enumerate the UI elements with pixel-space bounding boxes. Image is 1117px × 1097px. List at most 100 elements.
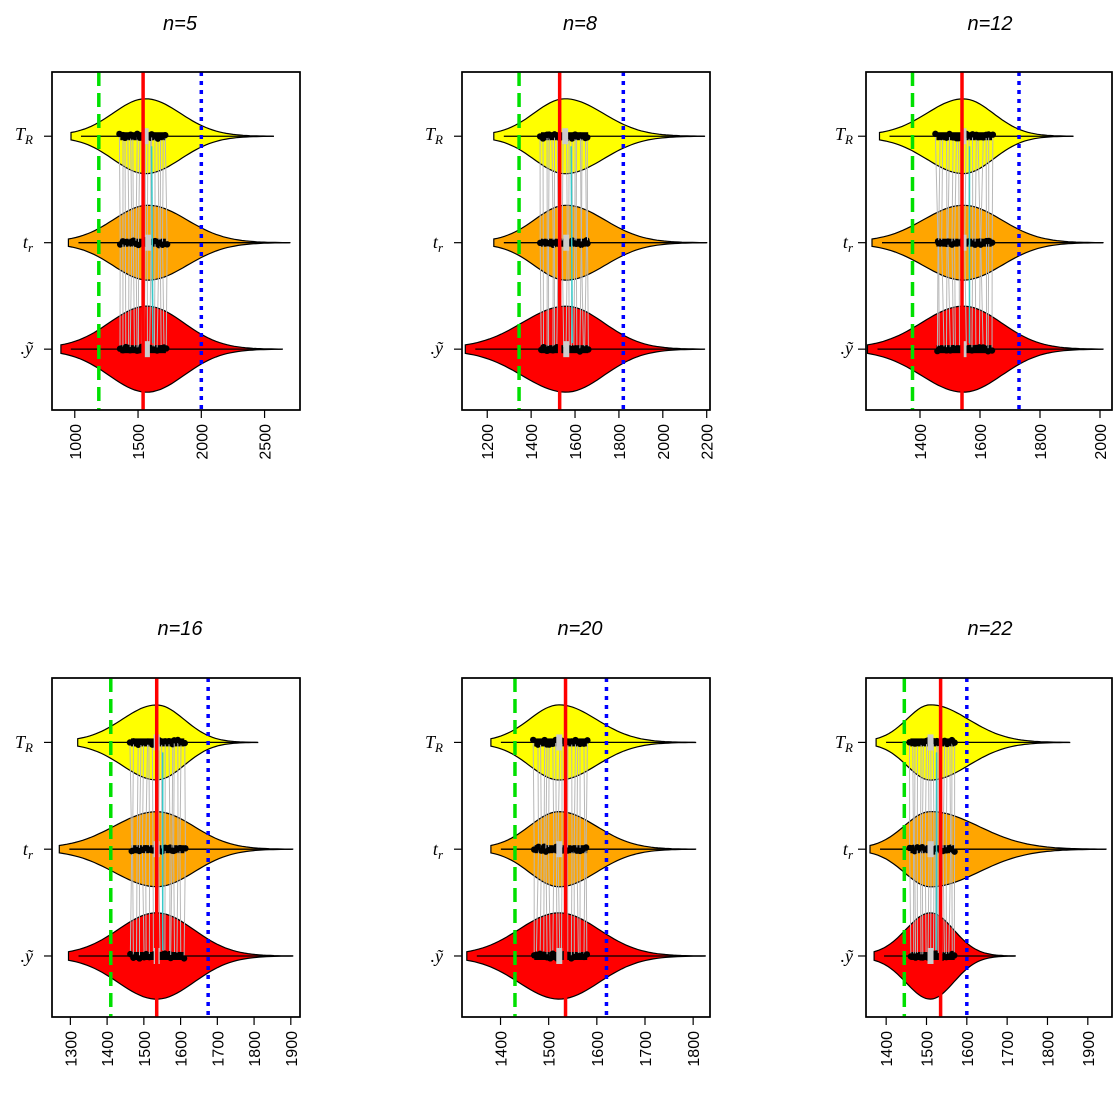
- data-point: [529, 736, 537, 744]
- data-point: [989, 131, 997, 138]
- x-tick-label: 1900: [1081, 1031, 1098, 1067]
- x-tick-label: 2200: [700, 424, 717, 460]
- y-tick-label-tr-lower: tr: [433, 232, 444, 255]
- data-point: [161, 950, 169, 957]
- median-marker: [556, 841, 563, 858]
- median-marker: [562, 128, 569, 145]
- x-tick-label: 1500: [919, 1031, 936, 1067]
- y-tick-label-ytilde: .ỹ: [841, 946, 855, 966]
- plot-border: [51, 71, 301, 411]
- data-point: [974, 134, 982, 141]
- panel-n22: n=22 TR tr .ỹ 1400 1500 1600 1700 1800 1900: [835, 618, 1113, 1067]
- median-marker: [556, 734, 563, 751]
- data-point: [955, 135, 962, 142]
- median-marker: [563, 341, 570, 358]
- y-tick-label-tr: TR: [835, 732, 853, 755]
- data-point: [163, 241, 171, 248]
- data-point: [971, 241, 979, 248]
- panel-title: n=8: [563, 13, 597, 35]
- x-tick-label: 2000: [194, 424, 211, 460]
- x-tick-label: 1300: [63, 1031, 80, 1067]
- data-point: [576, 847, 584, 855]
- x-tick-label: 1800: [1040, 1031, 1057, 1067]
- data-point: [584, 240, 591, 247]
- data-point: [162, 131, 169, 139]
- data-point: [936, 345, 943, 353]
- median-marker: [142, 128, 149, 145]
- panel-title: n=5: [163, 13, 198, 35]
- panel-n5: n=5 TR tr .ỹ 1000 1500 2000 2500: [15, 13, 301, 460]
- y-tick-label-tr: TR: [835, 124, 853, 147]
- y-tick-label-ytilde: .ỹ: [21, 338, 35, 358]
- plot-border: [461, 677, 711, 1018]
- median-trace: [570, 146, 573, 344]
- data-point: [582, 844, 590, 851]
- y-tick-label-tr: TR: [15, 124, 33, 147]
- data-point: [539, 135, 547, 142]
- panel-title: n=16: [157, 618, 203, 640]
- median-marker: [556, 947, 563, 964]
- x-tick-label: 1400: [100, 1031, 117, 1067]
- median-marker: [143, 341, 150, 358]
- y-tick-label-ytilde: .ỹ: [431, 338, 445, 358]
- panel-n16: n=16 TR tr .ỹ 1300 1400 1500 1600 1700 1800 19…: [15, 618, 301, 1067]
- y-tick-label-ytilde: .ỹ: [431, 946, 445, 966]
- data-point: [977, 241, 984, 248]
- x-tick-label: 1600: [590, 1031, 607, 1067]
- data-point: [182, 845, 189, 852]
- data-point: [151, 237, 159, 245]
- x-tick-label: 2000: [1093, 424, 1110, 460]
- data-point: [988, 239, 996, 246]
- data-point: [176, 844, 184, 852]
- data-point: [545, 846, 552, 854]
- data-point: [951, 739, 958, 746]
- data-point: [130, 738, 137, 745]
- data-point: [584, 737, 591, 744]
- x-tick-label: 1000: [68, 424, 85, 460]
- data-point: [583, 951, 591, 958]
- plot-border: [865, 71, 1113, 411]
- data-point: [181, 739, 188, 747]
- y-tick-label-ytilde: .ỹ: [21, 946, 35, 966]
- x-tick-label: 1400: [524, 424, 541, 460]
- x-tick-label: 1700: [638, 1031, 655, 1067]
- median-trace: [150, 146, 154, 344]
- x-tick-label: 1200: [480, 424, 497, 460]
- panel-title: n=22: [967, 618, 1012, 640]
- plot-border: [51, 677, 301, 1018]
- x-tick-label: 1500: [137, 1031, 154, 1067]
- x-tick-label: 1400: [879, 1031, 896, 1067]
- x-tick-label: 2500: [258, 424, 275, 460]
- median-marker: [927, 947, 934, 964]
- plot-border: [865, 677, 1113, 1018]
- x-tick-label: 1700: [210, 1031, 227, 1067]
- data-point: [584, 134, 591, 141]
- x-tick-label: 1800: [1033, 424, 1050, 460]
- x-tick-label: 1800: [247, 1031, 264, 1067]
- plot-border: [461, 71, 711, 411]
- x-tick-label: 1600: [174, 1031, 191, 1067]
- x-tick-label: 1700: [1000, 1031, 1017, 1067]
- median-marker: [927, 734, 934, 751]
- data-point: [161, 844, 169, 851]
- panel-title: n=12: [967, 13, 1012, 35]
- x-tick-label: 1900: [284, 1031, 301, 1067]
- y-tick-label-ytilde: .ỹ: [841, 338, 855, 358]
- panel-title: n=20: [557, 618, 602, 640]
- x-tick-label: 1400: [913, 424, 930, 460]
- data-point: [988, 347, 996, 354]
- data-point: [159, 241, 166, 248]
- data-point: [578, 241, 585, 248]
- median-marker: [927, 841, 934, 858]
- x-tick-label: 1600: [973, 424, 990, 460]
- x-tick-label: 1600: [568, 424, 585, 460]
- data-point: [951, 952, 958, 959]
- data-point: [572, 240, 580, 247]
- y-tick-label-tr-lower: tr: [23, 839, 34, 862]
- y-tick-label-tr: TR: [425, 124, 443, 147]
- y-tick-label-tr: TR: [425, 732, 443, 755]
- data-point: [938, 239, 945, 247]
- panel-n12: n=12 TR tr .ỹ 1400 1600 1800 2000: [835, 13, 1113, 460]
- median-marker: [145, 234, 152, 251]
